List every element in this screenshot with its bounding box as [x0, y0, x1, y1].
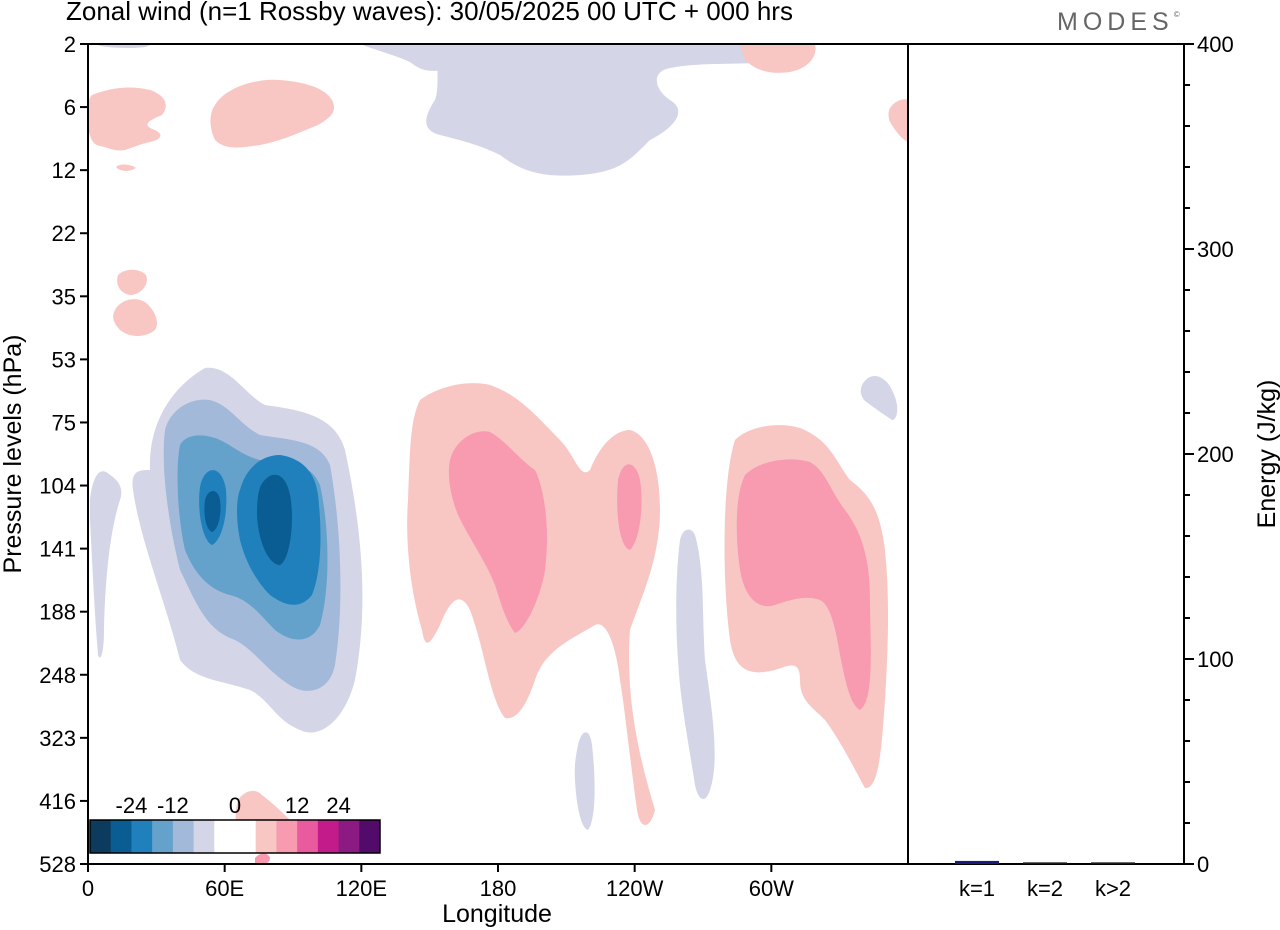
contour-region — [210, 79, 335, 148]
colorbar: -24 -12 0 12 24 — [89, 793, 381, 854]
energy-axis: 0 100 200 300 400 — [1184, 32, 1234, 877]
colorbar-label: 24 — [326, 793, 350, 818]
colorbar-swatch — [317, 820, 340, 853]
energy-bars: k=1 k=2 k>2 — [955, 860, 1135, 901]
x-axis-title: Longitude — [442, 900, 552, 928]
colorbar-swatch — [193, 820, 215, 853]
contour-region — [116, 164, 136, 171]
energy-category-label: k=2 — [1027, 876, 1063, 901]
pressure-tick-label: 248 — [39, 663, 76, 688]
contour-region — [574, 732, 595, 830]
colorbar-swatch — [235, 820, 257, 853]
pressure-tick-label: 323 — [39, 726, 76, 751]
longitude-tick-label: 120E — [336, 876, 387, 901]
longitude-tick-label: 120W — [606, 876, 664, 901]
longitude-tick-label: 60W — [749, 876, 794, 901]
colorbar-swatch — [90, 820, 112, 853]
pressure-tick-label: 35 — [52, 284, 76, 309]
energy-bar-k=1 — [955, 860, 999, 864]
contour-field — [88, 44, 908, 864]
modes-logo: MODES© — [1057, 8, 1180, 36]
pressure-tick-label: 528 — [39, 852, 76, 877]
energy-tick-label: 200 — [1197, 442, 1234, 467]
colorbar-swatch — [276, 820, 298, 853]
energy-tick-label: 400 — [1197, 32, 1234, 57]
energy-tick-label: 300 — [1197, 237, 1234, 262]
energy-tick-label: 100 — [1197, 647, 1234, 672]
longitude-axis: 0 60E 120E 180 120W 60W — [82, 864, 794, 901]
colorbar-swatch — [110, 820, 132, 853]
colorbar-label: -24 — [116, 793, 148, 818]
colorbar-swatch — [152, 820, 174, 853]
longitude-tick-label: 0 — [82, 876, 94, 901]
pressure-axis: 2 6 12 22 35 53 75 104 141 188 248 323 416 528 — [39, 32, 88, 877]
energy-bar-k=2 — [1023, 862, 1067, 864]
contour-region — [740, 44, 816, 73]
contour-region — [448, 431, 547, 633]
contour-region — [426, 44, 786, 176]
colorbar-swatch — [338, 820, 360, 853]
contour-region — [360, 44, 470, 71]
chart-title: Zonal wind (n=1 Rossby waves): 30/05/202… — [66, 0, 793, 26]
longitude-tick-label: 180 — [480, 876, 517, 901]
colorbar-label: -12 — [157, 793, 189, 818]
contour-region — [90, 471, 122, 658]
contour-region — [113, 299, 157, 336]
contour-region — [117, 269, 147, 295]
pressure-tick-label: 75 — [52, 410, 76, 435]
energy-tick-label: 0 — [1197, 852, 1209, 877]
contour-region — [257, 474, 292, 565]
contour-region — [888, 99, 908, 142]
colorbar-swatch — [297, 820, 319, 853]
pressure-tick-label: 2 — [64, 32, 76, 57]
colorbar-label: 12 — [285, 793, 309, 818]
pressure-tick-label: 22 — [52, 221, 76, 246]
colorbar-label: 0 — [229, 793, 241, 818]
energy-bar-k>2 — [1091, 862, 1135, 864]
longitude-tick-label: 60E — [205, 876, 244, 901]
contour-region — [860, 375, 898, 420]
y-axis-title: Pressure levels (hPa) — [0, 335, 27, 574]
pressure-tick-label: 53 — [52, 347, 76, 372]
contour-region — [617, 464, 642, 550]
pressure-tick-label: 12 — [52, 158, 76, 183]
colorbar-frame — [89, 819, 381, 854]
pressure-tick-label: 6 — [64, 95, 76, 120]
colorbar-swatch — [172, 820, 195, 853]
pressure-tick-label: 104 — [39, 474, 76, 499]
colorbar-swatch — [359, 820, 381, 853]
energy-category-label: k=1 — [959, 876, 995, 901]
energy-axis-title: Energy (J/kg) — [1253, 380, 1280, 529]
pressure-tick-label: 141 — [39, 537, 76, 562]
contour-region — [736, 459, 871, 710]
contour-region — [204, 491, 221, 532]
colorbar-swatch — [214, 820, 236, 853]
colorbar-swatch — [255, 820, 277, 853]
pressure-tick-label: 188 — [39, 600, 76, 625]
energy-category-label: k>2 — [1095, 876, 1131, 901]
contour-region — [676, 529, 715, 800]
colorbar-swatch — [131, 820, 153, 853]
contour-region — [88, 87, 166, 151]
contour-region — [255, 853, 270, 864]
pressure-tick-label: 416 — [39, 789, 76, 814]
